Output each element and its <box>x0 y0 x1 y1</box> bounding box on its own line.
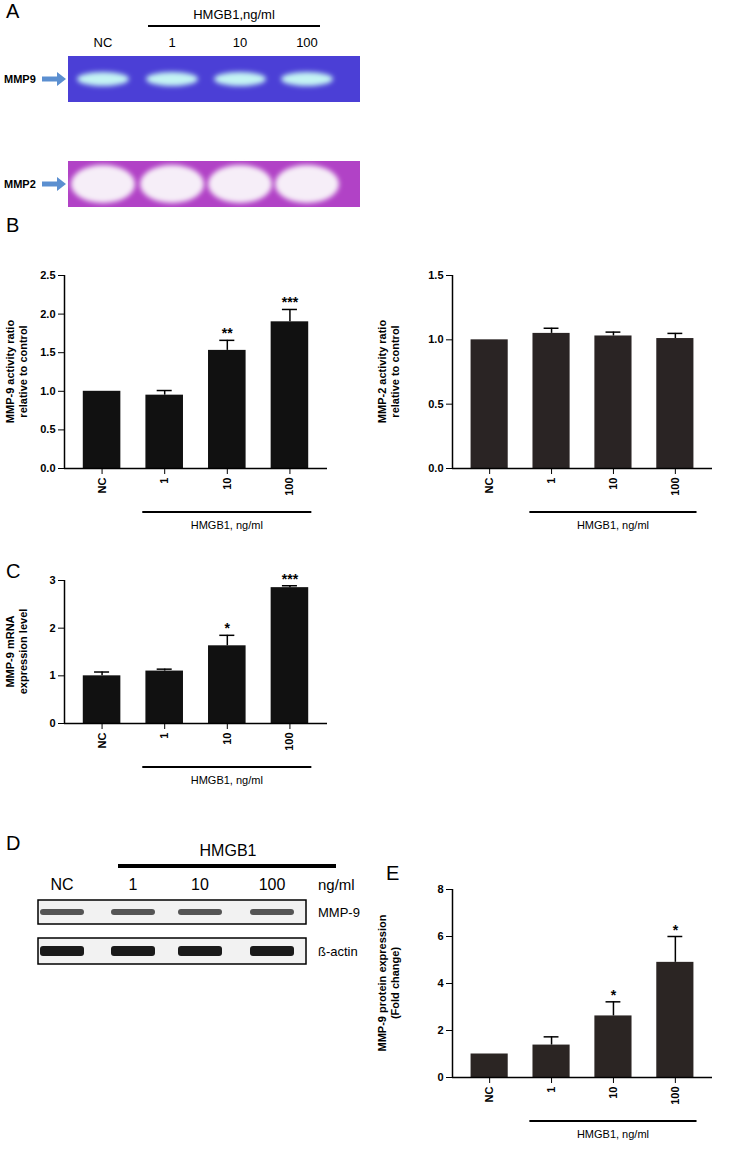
svg-text:10: 10 <box>191 876 209 893</box>
svg-text:HMGB1: HMGB1 <box>200 842 257 859</box>
svg-text:1: 1 <box>129 876 138 893</box>
svg-text:NC: NC <box>94 35 113 50</box>
svg-text:MMP-9 protein expression: MMP-9 protein expression <box>376 914 388 1051</box>
svg-text:*: * <box>611 987 617 1003</box>
svg-text:MMP9: MMP9 <box>4 73 36 85</box>
svg-text:HMGB1, ng/ml: HMGB1, ng/ml <box>577 519 649 531</box>
svg-text:HMGB1,ng/ml: HMGB1,ng/ml <box>193 7 275 22</box>
svg-text:1: 1 <box>158 478 170 484</box>
svg-text:100: 100 <box>283 733 295 751</box>
svg-text:NC: NC <box>96 732 108 748</box>
svg-text:2: 2 <box>49 622 55 634</box>
svg-text:HMGB1, ng/ml: HMGB1, ng/ml <box>191 774 263 786</box>
svg-text:0.0: 0.0 <box>40 462 55 474</box>
svg-text:1.5: 1.5 <box>40 346 55 358</box>
svg-text:***: *** <box>282 571 299 587</box>
svg-text:2: 2 <box>437 1024 443 1036</box>
svg-text:***: *** <box>282 294 299 310</box>
svg-text:*: * <box>673 922 679 938</box>
svg-text:C: C <box>6 560 20 582</box>
svg-text:1.5: 1.5 <box>428 269 443 281</box>
svg-text:ß-actin: ß-actin <box>318 944 358 959</box>
svg-text:1: 1 <box>545 478 557 484</box>
svg-text:100: 100 <box>296 35 318 50</box>
svg-text:10: 10 <box>607 1087 619 1099</box>
svg-text:NC: NC <box>50 876 73 893</box>
svg-text:*: * <box>225 620 231 636</box>
svg-text:expression level: expression level <box>17 609 29 695</box>
svg-text:10: 10 <box>221 733 233 745</box>
svg-text:MMP-9 activity ratio: MMP-9 activity ratio <box>4 320 16 424</box>
svg-text:1: 1 <box>49 669 55 681</box>
svg-text:4: 4 <box>437 977 444 989</box>
svg-text:0: 0 <box>49 717 55 729</box>
svg-text:100: 100 <box>669 478 681 496</box>
svg-text:E: E <box>386 862 399 884</box>
svg-text:0.5: 0.5 <box>428 398 443 410</box>
svg-text:100: 100 <box>283 478 295 496</box>
svg-text:0: 0 <box>437 1071 443 1083</box>
svg-text:2.5: 2.5 <box>40 269 55 281</box>
svg-text:MMP-9: MMP-9 <box>318 905 360 920</box>
svg-text:(Fold change): (Fold change) <box>389 947 401 1019</box>
svg-text:1: 1 <box>545 1087 557 1093</box>
svg-text:ng/ml: ng/ml <box>318 876 355 893</box>
svg-text:HMGB1, ng/ml: HMGB1, ng/ml <box>577 1128 649 1140</box>
svg-text:10: 10 <box>607 478 619 490</box>
svg-text:NC: NC <box>483 1086 495 1102</box>
svg-text:1.0: 1.0 <box>40 385 55 397</box>
svg-text:0.0: 0.0 <box>428 462 443 474</box>
svg-text:MMP-2 activity ratio: MMP-2 activity ratio <box>376 320 388 424</box>
svg-text:10: 10 <box>233 35 247 50</box>
svg-text:100: 100 <box>669 1087 681 1105</box>
svg-text:2.0: 2.0 <box>40 308 55 320</box>
svg-text:B: B <box>6 214 19 236</box>
svg-text:100: 100 <box>259 876 286 893</box>
svg-text:MMP-9 mRNA: MMP-9 mRNA <box>4 615 16 687</box>
svg-text:1: 1 <box>168 35 175 50</box>
svg-text:0.5: 0.5 <box>40 423 55 435</box>
svg-text:D: D <box>6 832 20 854</box>
svg-text:10: 10 <box>221 478 233 490</box>
svg-text:NC: NC <box>96 477 108 493</box>
svg-text:MMP2: MMP2 <box>4 178 36 190</box>
svg-text:1.0: 1.0 <box>428 333 443 345</box>
svg-text:**: ** <box>222 325 233 341</box>
svg-text:A: A <box>6 0 20 22</box>
svg-text:HMGB1, ng/ml: HMGB1, ng/ml <box>191 519 263 531</box>
svg-text:relative to control: relative to control <box>17 325 29 417</box>
svg-text:NC: NC <box>483 477 495 493</box>
svg-text:1: 1 <box>158 733 170 739</box>
svg-text:8: 8 <box>437 883 443 895</box>
svg-text:relative to control: relative to control <box>389 325 401 417</box>
svg-text:6: 6 <box>437 930 443 942</box>
svg-text:3: 3 <box>49 574 55 586</box>
